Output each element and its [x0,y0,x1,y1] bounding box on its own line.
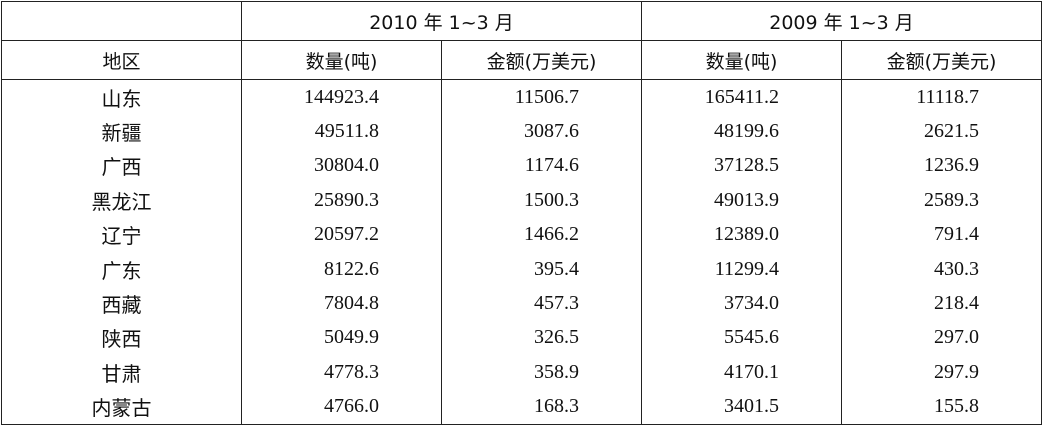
region-cell: 内蒙古 [1,389,242,425]
value-cell: 3087.6 [440,114,643,149]
value-cell: 49511.8 [241,114,442,149]
value-cell: 25890.3 [241,183,442,218]
data-table: 2010 年 1~3 月 2009 年 1~3 月 地区 数量(吨) 金额(万美元)… [1,1,1043,425]
value-cell: 4170.1 [641,355,843,390]
value-cell: 4778.3 [241,355,442,390]
column-header: 金额(万美元) [841,40,1043,80]
value-cell: 49013.9 [641,183,843,218]
group-header: 2010 年 1~3 月 [240,1,643,41]
data-row: 山东 144923.4 11506.7 165411.2 11118.7 [1,79,1043,115]
column-header: 数量(吨) [241,40,442,80]
value-cell: 1466.2 [440,217,643,252]
value-cell: 1174.6 [440,148,643,184]
group-header: 2009 年 1~3 月 [641,1,1043,41]
data-row: 西藏 7804.8 457.3 3734.0 218.4 [1,286,1043,321]
region-cell: 新疆 [1,114,242,149]
value-cell: 3401.5 [641,389,843,425]
value-cell: 791.4 [841,217,1043,252]
column-header-row: 地区 数量(吨) 金额(万美元) 数量(吨) 金额(万美元) [1,40,1043,80]
value-cell: 4766.0 [241,389,442,425]
region-cell: 西藏 [1,286,242,321]
region-cell: 广西 [1,148,242,184]
value-cell: 297.9 [841,355,1043,390]
value-cell: 144923.4 [241,79,442,115]
value-cell: 30804.0 [241,148,442,184]
value-cell: 2621.5 [841,114,1043,149]
column-header: 金额(万美元) [440,40,643,80]
value-cell: 5049.9 [241,320,442,356]
region-cell: 陕西 [1,320,242,356]
value-cell: 7804.8 [241,286,442,321]
value-cell: 48199.6 [641,114,843,149]
value-cell: 1236.9 [841,148,1043,184]
data-row: 新疆 49511.8 3087.6 48199.6 2621.5 [1,114,1043,149]
value-cell: 8122.6 [241,251,442,287]
value-cell: 11299.4 [641,251,843,287]
value-cell: 155.8 [841,389,1043,425]
value-cell: 11118.7 [841,79,1043,115]
region-cell: 辽宁 [1,217,242,252]
data-row: 黑龙江 25890.3 1500.3 49013.9 2589.3 [1,183,1043,218]
value-cell: 165411.2 [641,79,843,115]
data-row: 辽宁 20597.2 1466.2 12389.0 791.4 [1,217,1043,252]
table-body: 2010 年 1~3 月 2009 年 1~3 月 地区 数量(吨) 金额(万美元)… [1,1,1043,425]
region-cell: 黑龙江 [1,183,242,218]
value-cell: 326.5 [440,320,643,356]
data-row: 内蒙古 4766.0 168.3 3401.5 155.8 [1,389,1043,425]
value-cell: 168.3 [440,389,643,425]
column-header: 数量(吨) [641,40,843,80]
value-cell: 5545.6 [641,320,843,356]
value-cell: 12389.0 [641,217,843,252]
column-header: 地区 [1,40,242,80]
value-cell: 457.3 [440,286,643,321]
group-header-row: 2010 年 1~3 月 2009 年 1~3 月 [1,1,1043,41]
empty-cell [1,1,242,41]
value-cell: 2589.3 [841,183,1043,218]
value-cell: 37128.5 [641,148,843,184]
region-cell: 甘肃 [1,355,242,390]
value-cell: 3734.0 [641,286,843,321]
value-cell: 395.4 [440,251,643,287]
value-cell: 11506.7 [440,79,643,115]
region-cell: 广东 [1,251,242,287]
value-cell: 297.0 [841,320,1043,356]
data-row: 广西 30804.0 1174.6 37128.5 1236.9 [1,148,1043,184]
value-cell: 1500.3 [440,183,643,218]
data-row: 甘肃 4778.3 358.9 4170.1 297.9 [1,355,1043,390]
value-cell: 358.9 [440,355,643,390]
data-row: 陕西 5049.9 326.5 5545.6 297.0 [1,320,1043,356]
data-row: 广东 8122.6 395.4 11299.4 430.3 [1,251,1043,287]
value-cell: 430.3 [841,251,1043,287]
value-cell: 20597.2 [241,217,442,252]
region-cell: 山东 [1,79,242,115]
value-cell: 218.4 [841,286,1043,321]
